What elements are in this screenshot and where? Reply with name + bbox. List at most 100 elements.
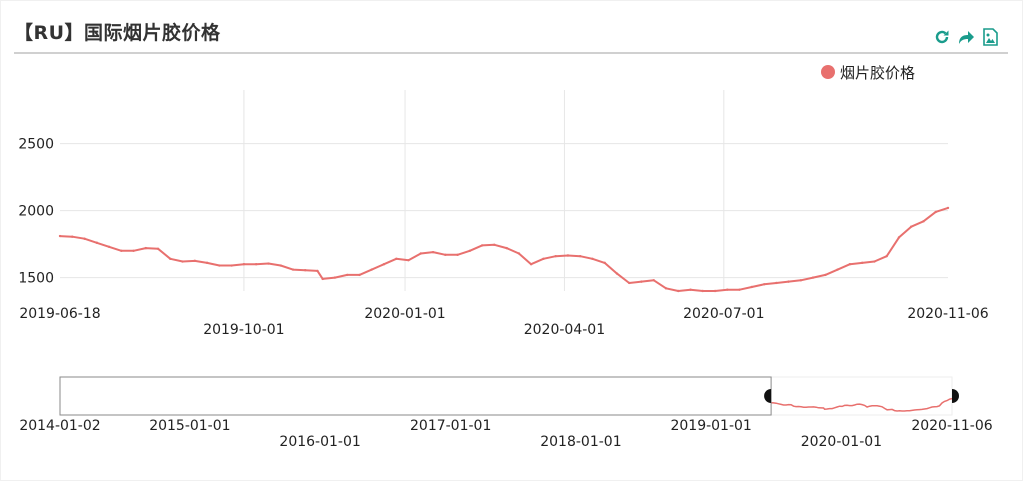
chart-title: 【RU】国际烟片胶价格 (14, 22, 221, 44)
data-point (370, 268, 373, 271)
legend-marker[interactable] (821, 65, 835, 79)
data-point (144, 246, 148, 250)
data-point (824, 273, 827, 277)
data-point (230, 264, 233, 267)
data-point (407, 258, 410, 262)
data-zoom-tick-label: 2020-11-06 (911, 418, 992, 434)
save-image-icon[interactable] (980, 27, 1000, 47)
data-point (799, 279, 803, 282)
data-point (205, 261, 209, 265)
data-point (640, 280, 643, 283)
data-point (652, 279, 655, 282)
data-zoom-handle-right[interactable] (952, 389, 959, 403)
data-point (95, 241, 98, 244)
data-zoom-tick-label: 2017-01-01 (410, 418, 491, 434)
data-point (860, 261, 864, 265)
refresh-icon[interactable] (932, 27, 952, 47)
data-point (529, 263, 533, 266)
data-point (444, 253, 447, 257)
data-point (291, 268, 295, 271)
data-point (910, 225, 913, 228)
data-point (333, 276, 337, 279)
data-point (566, 254, 570, 257)
data-point (922, 220, 925, 223)
series-line (59, 206, 949, 292)
data-point (505, 246, 508, 250)
data-point (591, 257, 594, 261)
data-zoom-tick-label: 2019-01-01 (670, 418, 751, 434)
x-tick-label: 2020-01-01 (364, 306, 445, 322)
data-point (193, 259, 197, 263)
data-point (787, 280, 790, 283)
data-point (775, 281, 778, 285)
data-point (873, 260, 876, 263)
data-point (358, 273, 361, 277)
data-zoom-handle-left[interactable] (764, 389, 772, 403)
data-point (480, 244, 484, 247)
data-point (885, 254, 888, 258)
data-point (738, 288, 741, 291)
data-point (181, 260, 184, 263)
data-point (750, 285, 754, 289)
data-point (316, 269, 319, 273)
data-point (578, 254, 582, 258)
data-point (346, 273, 349, 277)
data-point (120, 249, 123, 252)
data-point (242, 263, 246, 266)
data-point (897, 236, 901, 239)
data-point (836, 268, 839, 271)
data-point (542, 257, 545, 261)
chart-header: 【RU】国际烟片胶价格 (14, 0, 1008, 54)
data-point (664, 287, 668, 290)
data-point (279, 264, 282, 267)
data-point (456, 253, 459, 257)
data-point (321, 277, 324, 281)
data-point (713, 289, 717, 293)
data-point (493, 243, 496, 246)
y-tick-label: 1500 (18, 271, 54, 287)
x-tick-label: 2020-04-01 (524, 322, 605, 338)
x-tick-label: 2020-07-01 (683, 306, 764, 322)
data-point (107, 245, 111, 248)
data-point (267, 262, 270, 265)
data-point (58, 234, 62, 238)
data-point (946, 206, 950, 210)
data-point (218, 264, 221, 267)
toolbox (932, 27, 1000, 47)
data-point (848, 263, 852, 266)
data-point (71, 235, 74, 238)
data-point (304, 269, 307, 272)
data-zoom-tick-label: 2016-01-01 (279, 434, 360, 450)
data-point (615, 272, 619, 275)
data-point (395, 257, 398, 261)
data-point (419, 252, 423, 255)
data-point (628, 281, 631, 285)
data-point (382, 263, 386, 266)
data-point (132, 249, 135, 252)
x-tick-label: 2019-06-18 (19, 306, 100, 322)
data-point (701, 289, 704, 293)
data-point (517, 252, 521, 255)
share-icon[interactable] (956, 27, 976, 47)
data-zoom-unselected-window[interactable] (59, 376, 772, 416)
data-point (83, 237, 86, 240)
data-point (603, 261, 606, 265)
data-point (934, 210, 937, 214)
data-point (156, 247, 160, 250)
data-zoom-tick-label: 2020-01-01 (801, 434, 882, 450)
data-zoom-preview-line (771, 397, 953, 412)
data-point (554, 254, 557, 258)
data-point (468, 249, 472, 252)
data-zoom-tick-label: 2015-01-01 (149, 418, 230, 434)
data-point (677, 289, 680, 293)
data-point (689, 288, 692, 291)
data-point (254, 263, 258, 266)
y-tick-label: 2000 (18, 204, 54, 220)
legend-label[interactable]: 烟片胶价格 (840, 64, 915, 82)
x-tick-label: 2019-10-01 (203, 322, 284, 338)
data-point (431, 250, 435, 254)
data-zoom-tick-label: 2014-01-02 (19, 418, 100, 434)
y-tick-label: 2500 (18, 137, 54, 153)
data-point (811, 276, 815, 279)
